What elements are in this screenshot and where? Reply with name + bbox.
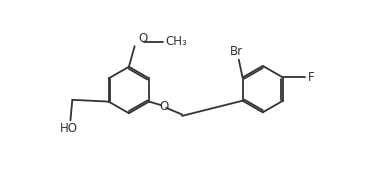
- Text: HO: HO: [60, 122, 78, 135]
- Text: O: O: [159, 100, 168, 112]
- Text: O: O: [139, 32, 148, 45]
- Text: F: F: [308, 71, 314, 84]
- Text: Br: Br: [230, 45, 243, 58]
- Text: CH₃: CH₃: [165, 35, 187, 48]
